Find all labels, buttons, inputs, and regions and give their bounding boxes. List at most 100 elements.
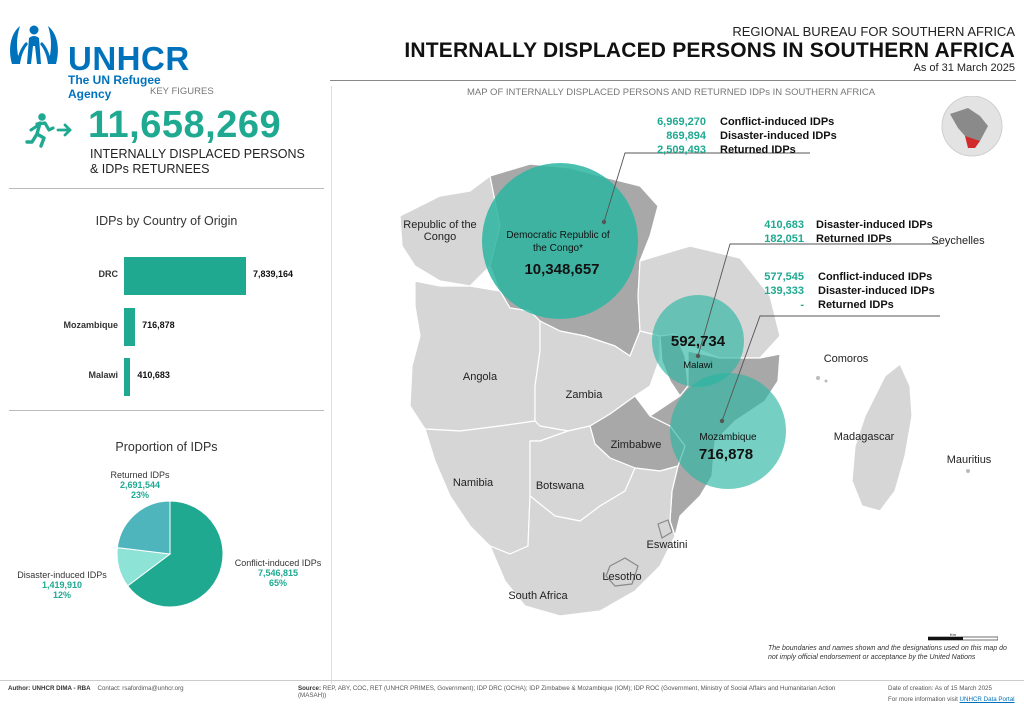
pie-label-name: Returned IDPs <box>110 470 170 480</box>
comoros-island <box>816 376 820 380</box>
footer-portal: For more information visit UNHCR Data Po… <box>888 696 1015 703</box>
stat-row: 139,333 Disaster-induced IDPs <box>0 285 935 298</box>
label-south-africa: South Africa <box>508 590 568 602</box>
key-figures-label: KEY FIGURES <box>150 86 214 97</box>
bar-category-label: Mozambique <box>63 320 118 330</box>
author-value: UNHCR DIMA - RBA <box>32 685 91 692</box>
pie-chart-title: Proportion of IDPs <box>115 440 218 454</box>
column-divider <box>331 86 332 684</box>
stat-value: - <box>800 299 804 311</box>
label-botswana: Botswana <box>536 480 585 492</box>
map-region-eswatini <box>657 519 673 539</box>
footer-sources: Source: REP, ABY, COC, RET (UNHCR PRIMES… <box>298 685 858 699</box>
label-zambia: Zambia <box>566 389 604 401</box>
bar-row: Mozambique 716,878 <box>0 308 330 346</box>
brand-name: UNHCR <box>68 40 190 77</box>
bar <box>124 257 246 295</box>
page-title: INTERNALLY DISPLACED PERSONS IN SOUTHERN… <box>404 39 1015 62</box>
date-label: Date of creation: <box>888 685 934 692</box>
total-idps-figure: 11,658,269 <box>88 104 282 146</box>
brand-tagline: The UN Refugee Agency <box>68 73 161 101</box>
bureau-label: REGIONAL BUREAU FOR SOUTHERN AFRICA <box>732 24 1015 39</box>
drc-bubble-total: 10,348,657 <box>524 261 599 278</box>
pie-label-conflict: Conflict-induced IDPs 7,546,815 65% <box>228 558 328 588</box>
data-portal-link[interactable]: UNHCR Data Portal <box>959 696 1015 703</box>
comoros-island <box>824 379 828 383</box>
stat-value: 577,545 <box>764 271 804 283</box>
footer-divider <box>0 680 1024 681</box>
mozambique-leader-dot <box>719 418 725 424</box>
stat-label: Returned IDPs <box>720 144 796 156</box>
bar-value-label: 7,839,164 <box>253 269 294 279</box>
bar-value-label: 410,683 <box>137 370 170 380</box>
pie-slice <box>126 500 224 608</box>
author-label: Author: <box>8 685 31 692</box>
person-running-arrow-icon <box>25 113 72 148</box>
drc-bubble-line2: the Congo* <box>533 243 583 254</box>
bar <box>124 308 136 346</box>
pie-label-returned: Returned IDPs 2,691,544 23% <box>95 470 185 500</box>
bar-row: Malawi 410,683 <box>0 358 330 396</box>
map-region-zambia <box>534 320 661 432</box>
pie-label-disaster: Disaster-induced IDPs 1,419,910 12% <box>8 570 116 600</box>
map-disclaimer: The boundaries and names shown and the d… <box>768 645 1007 661</box>
contact-label: Contact: <box>97 685 121 692</box>
southern-africa-map: Republic of the Congo Angola Zambia Zimb… <box>399 96 1003 617</box>
stat-label: Disaster-induced IDPs <box>818 285 935 297</box>
label-seychelles: Seychelles <box>931 235 985 247</box>
mozambique-leader-line <box>721 315 940 422</box>
unhcr-emblem-icon <box>10 25 58 64</box>
stat-row: 869,894 Disaster-induced IDPs <box>0 130 837 143</box>
label-eswatini: Eswatini <box>647 539 688 551</box>
footer-date: Date of creation: As of 15 March 2025 <box>888 685 992 692</box>
stat-value: 410,683 <box>764 219 804 231</box>
contact-value: rsafordima@unhcr.org <box>122 685 184 692</box>
malawi-leader-line <box>697 243 940 357</box>
section-divider <box>9 188 324 189</box>
drc-bubble <box>482 163 638 319</box>
map-title: MAP OF INTERNALLY DISPLACED PERSONS AND … <box>467 87 876 98</box>
label-namibia: Namibia <box>453 477 494 489</box>
label-roc-line1: Republic of the <box>403 219 476 231</box>
bar-chart-title: IDPs by Country of Origin <box>95 214 238 228</box>
date-value: As of 15 March 2025 <box>934 685 992 692</box>
map-region-lesotho <box>605 557 639 587</box>
mauritius-island <box>966 469 970 473</box>
mozambique-bubble-total: 716,878 <box>699 446 753 463</box>
pie-slice <box>116 500 171 555</box>
label-comoros: Comoros <box>824 353 869 365</box>
bar-category-label: Malawi <box>88 370 118 380</box>
label-zimbabwe: Zimbabwe <box>611 439 662 451</box>
stat-label: Conflict-induced IDPs <box>720 116 835 128</box>
unhcr-logo: UNHCR The UN Refugee Agency <box>6 18 206 101</box>
mozambique-bubble-name: Mozambique <box>699 432 757 443</box>
drc-leader-line <box>603 152 810 223</box>
stat-value: 182,051 <box>764 233 804 245</box>
stat-row: 6,969,270 Conflict-induced IDPs <box>0 116 834 129</box>
stat-label: Returned IDPs <box>816 233 892 245</box>
pie-label-value: 7,546,815 <box>257 568 299 578</box>
stat-label: Returned IDPs <box>818 299 894 311</box>
malawi-bubble-total: 592,734 <box>671 333 726 350</box>
malawi-bubble-name: Malawi <box>683 360 713 371</box>
stat-label: Disaster-induced IDPs <box>720 130 837 142</box>
description-line-1: INTERNALLY DISPLACED PERSONS <box>90 147 305 161</box>
stat-value: 2,509,493 <box>657 144 706 156</box>
pie-label-percent: 23% <box>130 490 149 500</box>
globe-inset-icon <box>941 96 1003 157</box>
label-roc-line2: Congo <box>424 231 456 243</box>
description-line-2: & IDPs RETURNEES <box>90 162 210 176</box>
pie-label-name: Disaster-induced IDPs <box>17 570 107 580</box>
drc-leader-dot <box>601 219 607 225</box>
pie-chart <box>116 500 224 608</box>
malawi-leader-dot <box>695 353 701 359</box>
section-divider <box>9 410 324 411</box>
label-angola: Angola <box>463 371 498 383</box>
drc-bubble-line1: Democratic Republic of <box>506 230 610 241</box>
bar-row: DRC 7,839,164 <box>0 257 330 295</box>
stat-row: 577,545 Conflict-induced IDPs <box>0 271 932 284</box>
total-idps-description: INTERNALLY DISPLACED PERSONS & IDPs RETU… <box>90 147 320 177</box>
stat-row: - Returned IDPs <box>0 299 893 312</box>
malawi-bubble <box>652 295 744 387</box>
map-region-madagascar <box>851 363 913 512</box>
